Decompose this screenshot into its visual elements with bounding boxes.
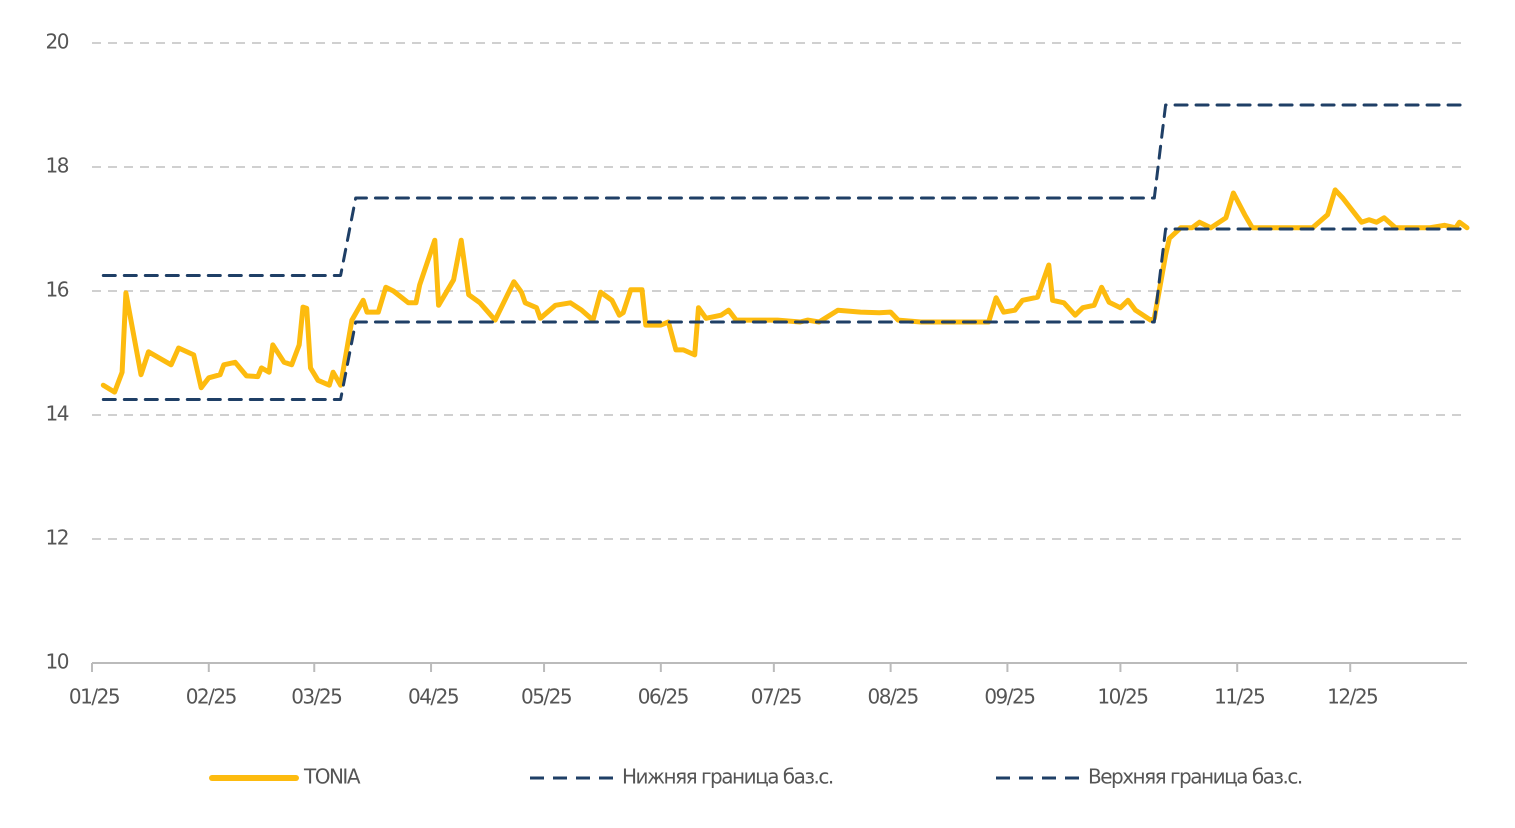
x-tick-label: 11/25 [1214,685,1264,709]
legend-label: Нижняя граница баз.с. [622,765,833,789]
x-tick-label: 08/25 [868,685,918,709]
y-tick-label: 10 [46,650,69,674]
x-tick-label: 01/25 [69,685,119,709]
y-tick-label: 12 [46,526,68,550]
x-tick-label: 02/25 [186,685,236,709]
series-line [101,227,1469,401]
x-tick-label: 09/25 [984,685,1034,709]
series-line [100,187,1470,395]
x-tick-label: 12/25 [1327,685,1377,709]
x-tick-label: 03/25 [291,685,341,709]
y-tick-label: 14 [46,402,69,426]
x-tick-label: 06/25 [638,685,688,709]
x-tick-label: 07/25 [751,685,801,709]
y-tick-label: 18 [46,154,69,178]
x-tick-label: 05/25 [521,685,571,709]
legend-label: TONIA [303,765,361,789]
x-tick-label: 04/25 [408,685,458,709]
legend-label: Верхняя граница баз.с. [1088,765,1302,789]
x-tick-label: 10/25 [1097,685,1147,709]
y-tick-label: 20 [46,30,69,54]
y-tick-label: 16 [46,278,69,302]
series-line [101,103,1469,277]
